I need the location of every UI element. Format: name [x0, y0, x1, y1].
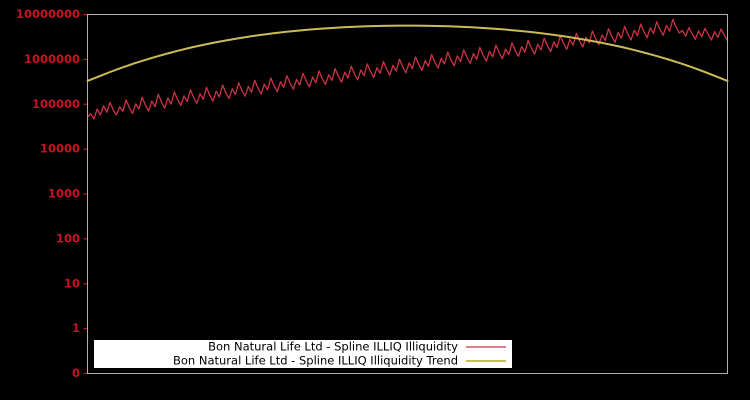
y-axis-tick-label: 100000	[32, 97, 80, 111]
y-axis-tick-label: 0	[72, 366, 80, 380]
y-axis-tick-label: 1000000	[24, 52, 80, 66]
y-axis-tick-label: 10000	[40, 142, 80, 156]
chart-legend[interactable]: Bon Natural Life Ltd - Spline ILLIQ Illi…	[94, 340, 512, 369]
legend-background	[94, 340, 512, 368]
legend-entry-label: Bon Natural Life Ltd - Spline ILLIQ Illi…	[173, 354, 458, 368]
y-axis-tick-label: 100	[56, 231, 80, 245]
plot-area-background	[87, 14, 728, 374]
series-line-trend	[86, 24, 729, 82]
legend-entry-label: Bon Natural Life Ltd - Spline ILLIQ Illi…	[208, 340, 458, 354]
y-axis-tick-label: 10	[64, 276, 80, 290]
plot-frame-border	[87, 14, 728, 374]
y-axis-tick-label: 10000000	[16, 7, 80, 21]
y-axis-tick-label: 1000	[48, 187, 80, 201]
series-line-illiquidity	[86, 18, 729, 120]
y-axis-tick-label: 1	[72, 321, 80, 335]
y-axis-tick-marks	[83, 13, 88, 375]
data-series-group	[86, 18, 729, 120]
